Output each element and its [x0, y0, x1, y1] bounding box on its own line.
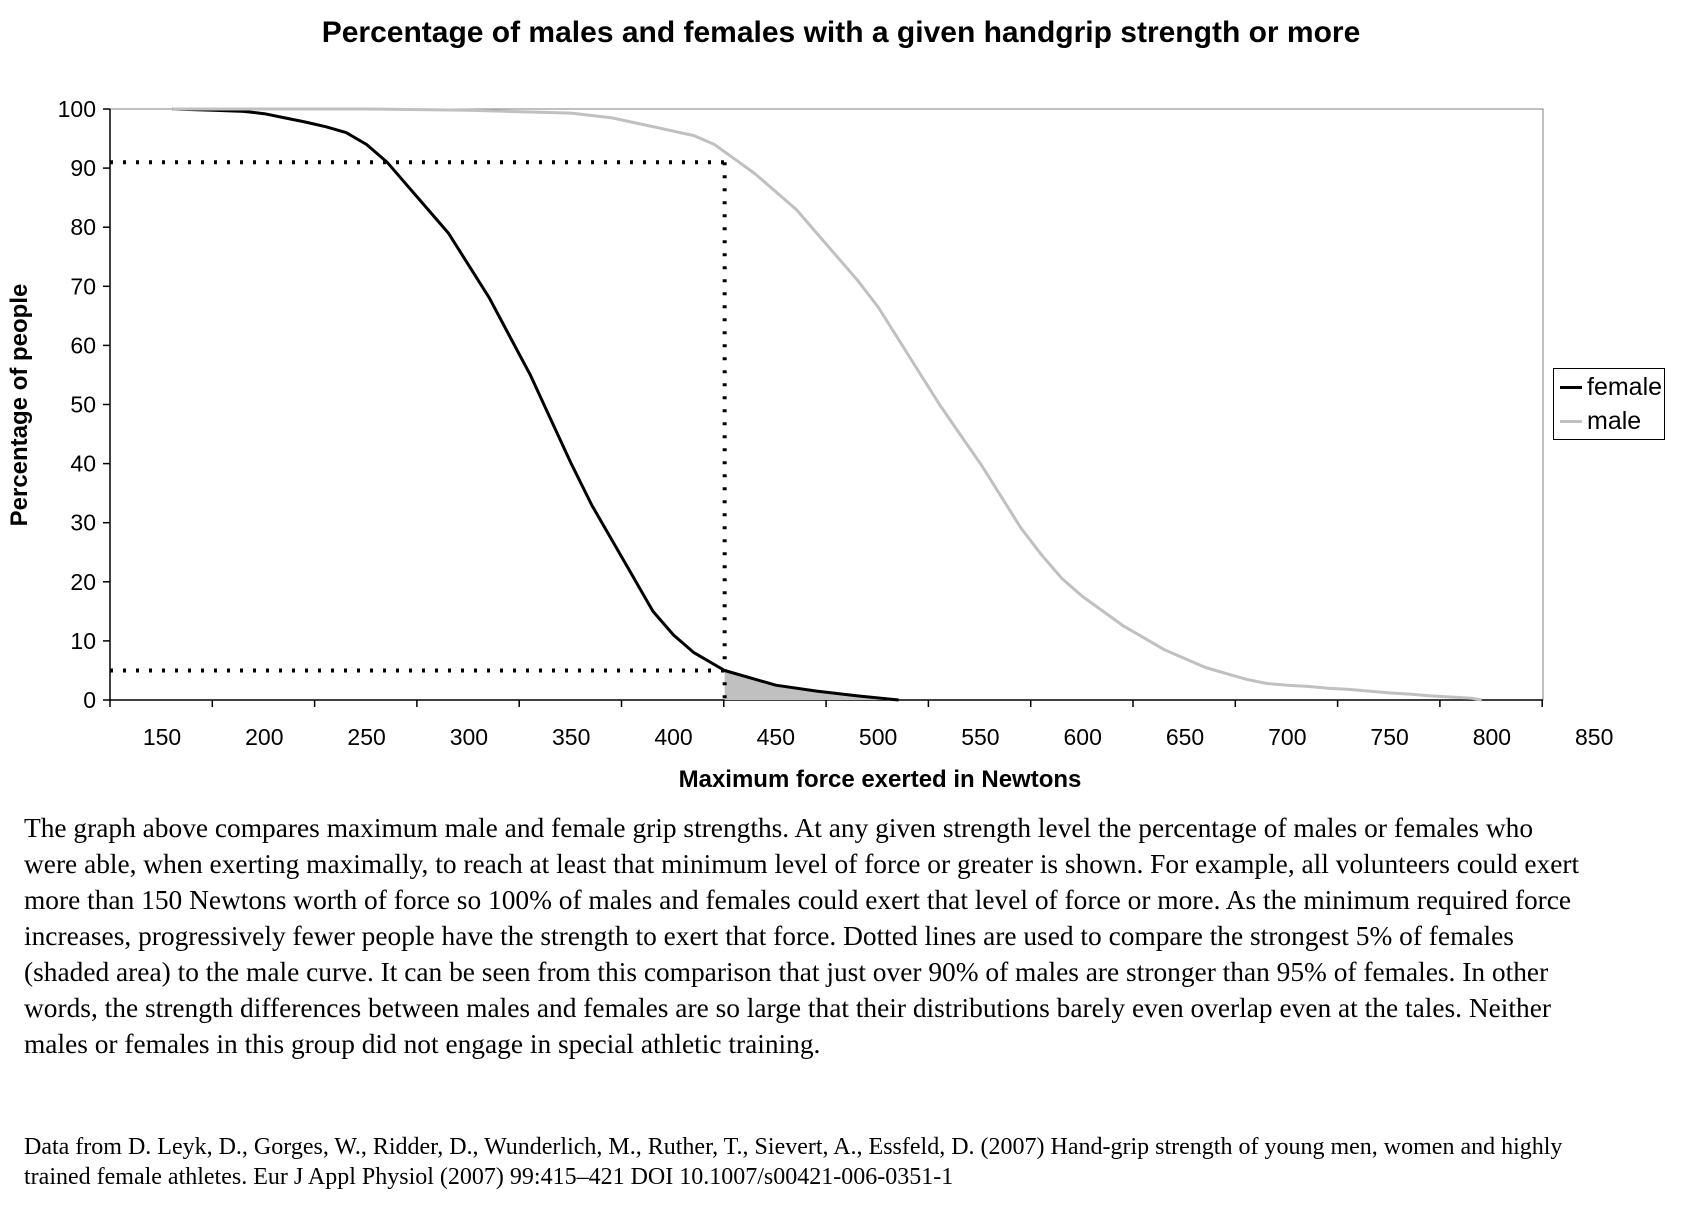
x-tick-label: 250: [347, 724, 385, 750]
legend: female male: [1553, 368, 1665, 440]
legend-label-female: female: [1587, 372, 1663, 401]
source-citation: Data from D. Leyk, D., Gorges, W., Ridde…: [24, 1134, 1563, 1190]
y-tick-label: 0: [83, 687, 96, 713]
series-line-female: [172, 107, 899, 702]
chart-title: Percentage of males and females with a g…: [321, 16, 1361, 49]
y-tick-label: 80: [70, 214, 96, 240]
x-tick-label: 500: [859, 724, 897, 750]
x-tick-label: 650: [1166, 724, 1204, 750]
y-axis-title: Percentage of people: [6, 283, 33, 527]
x-tick-label: 750: [1370, 724, 1408, 750]
shaded-region-female-top5: [724, 670, 899, 700]
x-tick-label: 400: [654, 724, 692, 750]
y-tick-label: 30: [70, 510, 96, 536]
x-axis-title: Maximum force exerted in Newtons: [678, 766, 1082, 793]
legend-swatch-male: [1560, 419, 1582, 423]
x-tick-label: 800: [1473, 724, 1511, 750]
legend-item-female: female: [1560, 372, 1662, 402]
y-tick-label: 50: [70, 392, 96, 418]
x-tick-label: 600: [1064, 724, 1102, 750]
x-tick-label: 200: [245, 724, 283, 750]
x-tick-label: 350: [552, 724, 590, 750]
legend-label-male: male: [1587, 406, 1642, 435]
x-tick-label: 850: [1575, 724, 1613, 750]
plot-area-frame: [109, 108, 1544, 701]
x-tick-label: 700: [1268, 724, 1306, 750]
y-tick-label: 100: [58, 96, 96, 122]
x-tick-label: 550: [961, 724, 999, 750]
series-line-male: [172, 107, 1482, 702]
x-tick-label: 300: [450, 724, 488, 750]
legend-item-male: male: [1560, 406, 1641, 436]
y-tick-label: 90: [70, 155, 96, 181]
x-tick-label: 450: [757, 724, 795, 750]
y-tick-label: 20: [70, 569, 96, 595]
x-tick-label: 150: [143, 724, 181, 750]
legend-swatch-female: [1560, 385, 1582, 389]
y-tick-label: 10: [70, 628, 96, 654]
y-tick-label: 70: [70, 273, 96, 299]
y-tick-label: 60: [70, 332, 96, 358]
y-tick-label: 40: [70, 451, 96, 477]
caption-paragraph: The graph above compares maximum male an…: [24, 813, 1580, 1059]
